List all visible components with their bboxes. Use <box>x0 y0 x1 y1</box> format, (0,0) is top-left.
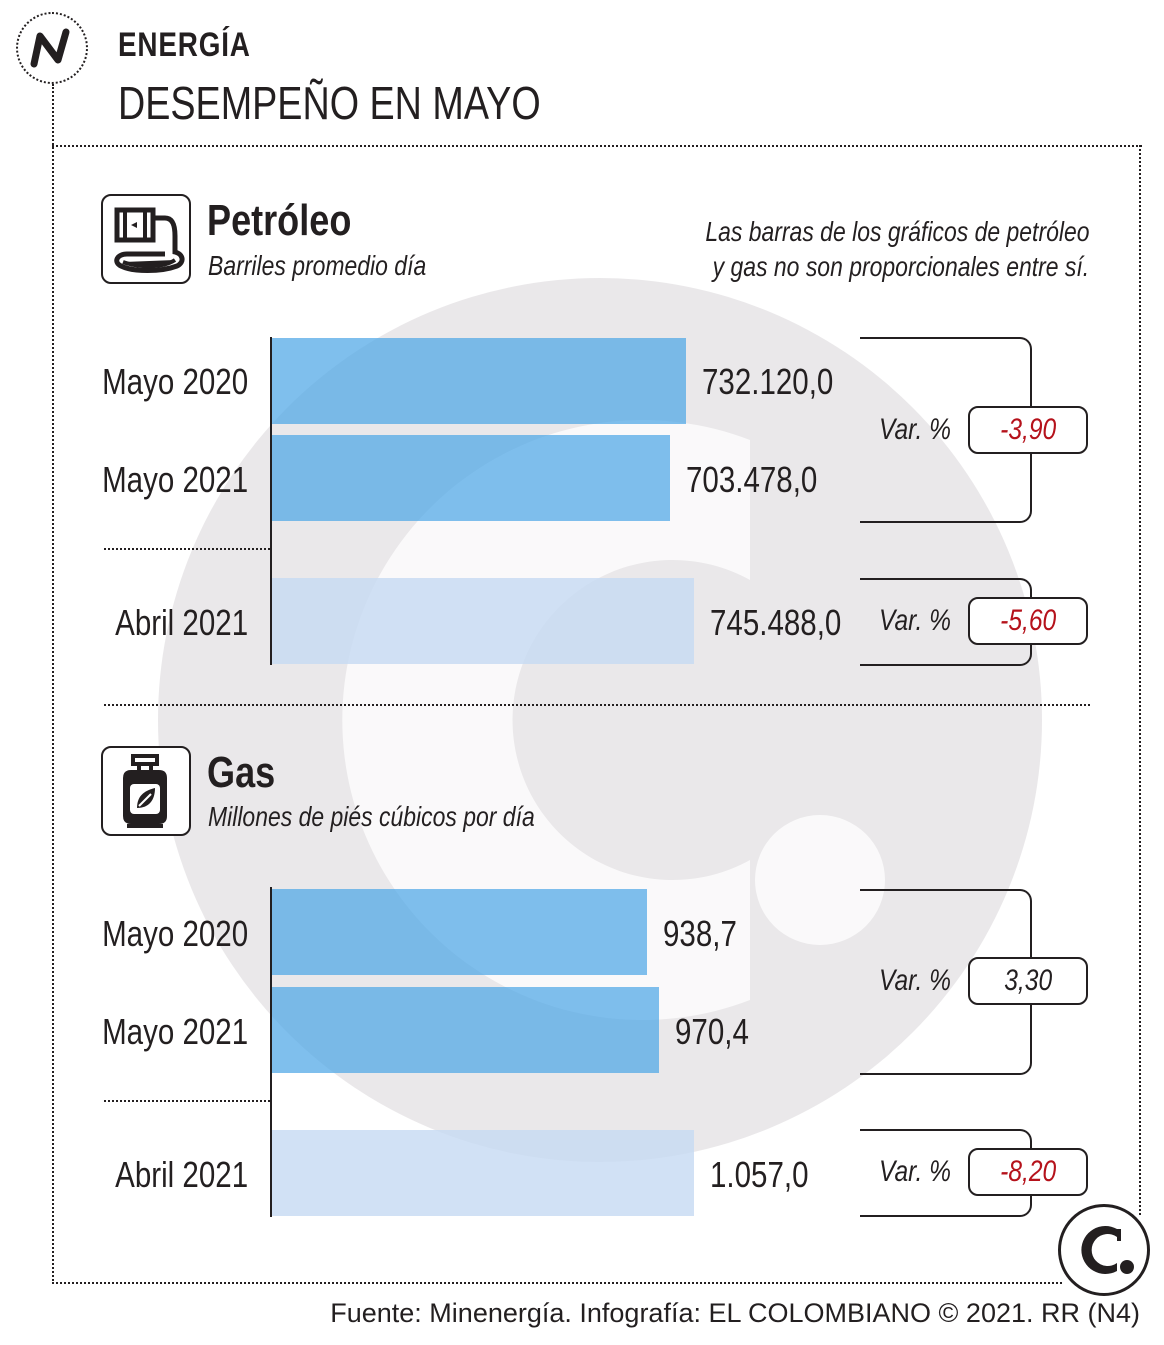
petroleo-separator <box>104 548 270 550</box>
source-credit: Fuente: Minenergía. Infografía: EL COLOM… <box>330 1298 1140 1328</box>
proportion-note-line1: Las barras de los gráficos de petróleo <box>704 216 1089 247</box>
petroleo-bar-mayo-2021 <box>271 435 671 521</box>
petroleo-variation-label: Var. % <box>879 604 952 637</box>
gas-category-label: Abril 2021 <box>115 1154 248 1195</box>
section-label: ENERGÍA <box>118 26 251 64</box>
oil-barrel-spill-icon <box>101 194 191 284</box>
petroleo-title: Petróleo <box>207 196 352 245</box>
petroleo-category-label: Mayo 2021 <box>101 459 248 500</box>
gas-category-label: Mayo 2020 <box>101 913 248 954</box>
gas-value-label: 938,7 <box>662 913 737 954</box>
newspaper-n-icon <box>16 12 88 84</box>
gas-axis-line <box>270 887 272 1217</box>
section-divider <box>104 704 1090 706</box>
proportion-note-line2: y gas no son proporcionales entre sí. <box>712 251 1089 282</box>
gas-variation-value: -8,20 <box>968 1148 1088 1196</box>
gas-separator <box>104 1100 270 1102</box>
gas-variation-label: Var. % <box>879 964 952 997</box>
petroleo-value-label: 732.120,0 <box>702 361 834 402</box>
gas-value-label: 1.057,0 <box>710 1154 809 1195</box>
frame-bottom-border <box>52 1282 1062 1284</box>
frame-top-border <box>52 145 1142 147</box>
petroleo-bar-mayo-2020 <box>271 338 687 424</box>
gas-unit: Millones de piés cúbicos por día <box>208 801 535 832</box>
gas-value-label: 970,4 <box>675 1011 750 1052</box>
frame-right-border <box>1139 145 1141 1215</box>
petroleo-variation-value: -3,90 <box>968 406 1088 454</box>
gas-bar-abril-2021 <box>271 1130 694 1216</box>
el-colombiano-logo-icon <box>1058 1204 1150 1296</box>
petroleo-category-label: Mayo 2020 <box>101 361 248 402</box>
petroleo-bar-abril-2021 <box>271 578 694 664</box>
petroleo-variation-label: Var. % <box>879 413 952 446</box>
petroleo-category-label: Abril 2021 <box>115 602 248 643</box>
petroleo-value-label: 703.478,0 <box>686 459 818 500</box>
gas-variation-value: 3,30 <box>968 957 1088 1005</box>
petroleo-value-label: 745.488,0 <box>710 602 842 643</box>
petroleo-unit: Barriles promedio día <box>208 250 427 281</box>
petroleo-axis-line <box>270 337 272 665</box>
frame-left-border <box>52 84 54 1284</box>
gas-category-label: Mayo 2021 <box>101 1011 248 1052</box>
gas-title: Gas <box>207 748 276 797</box>
gas-bar-mayo-2021 <box>271 987 660 1073</box>
petroleo-variation-value: -5,60 <box>968 597 1088 645</box>
gas-variation-label: Var. % <box>879 1155 952 1188</box>
page-title: DESEMPEÑO EN MAYO <box>118 77 541 129</box>
gas-bar-mayo-2020 <box>271 889 647 975</box>
gas-cylinder-icon <box>101 746 191 836</box>
